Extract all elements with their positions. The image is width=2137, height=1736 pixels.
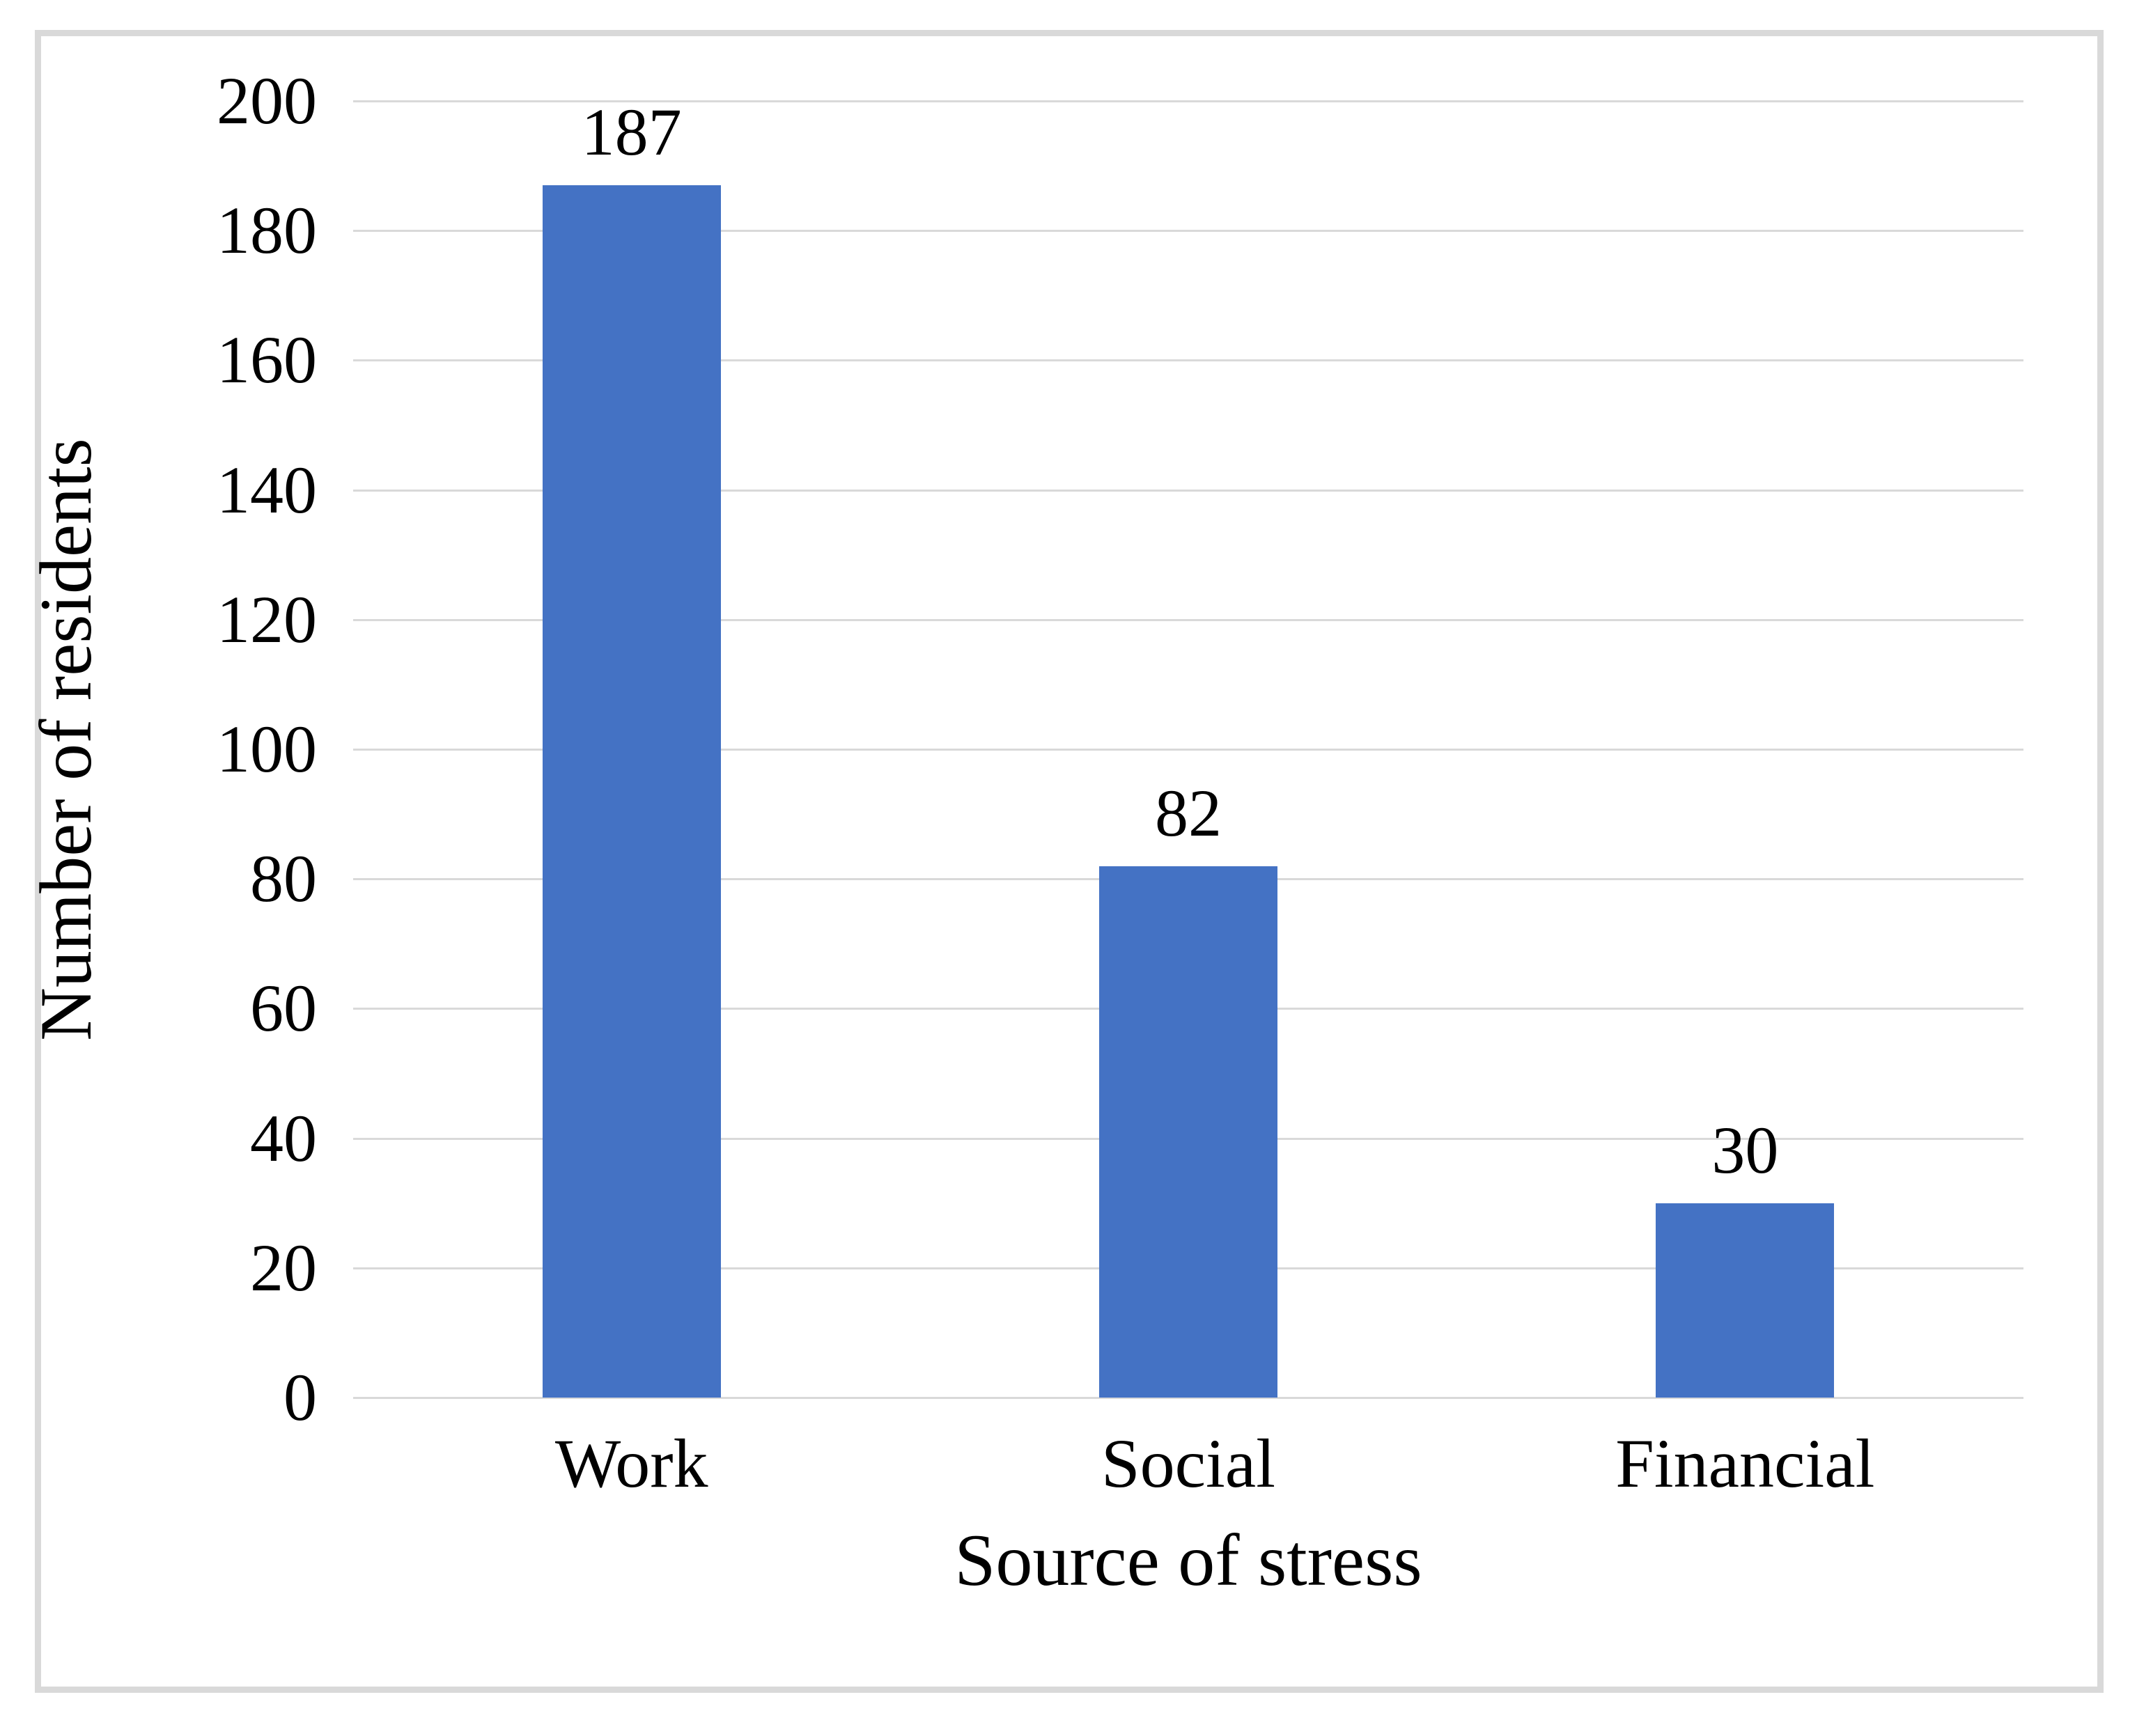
- chart-border-frame: [35, 30, 2104, 1693]
- gridline: [353, 359, 2023, 362]
- x-axis-title: Source of stress: [954, 1519, 1422, 1601]
- y-tick-label: 40: [250, 1100, 317, 1175]
- gridline: [353, 230, 2023, 233]
- gridline: [353, 1397, 2023, 1399]
- y-tick-label: 180: [217, 193, 317, 268]
- x-tick-label-work: Work: [554, 1425, 708, 1502]
- bar-work: [543, 185, 721, 1398]
- y-tick-label: 140: [217, 452, 317, 527]
- y-tick-label: 60: [250, 971, 317, 1046]
- y-tick-label: 120: [217, 581, 317, 657]
- y-tick-label: 20: [250, 1230, 317, 1305]
- gridline: [353, 749, 2023, 751]
- bar-value-label: 30: [1711, 1113, 1779, 1187]
- y-tick-label: 100: [217, 712, 317, 786]
- gridline: [353, 489, 2023, 492]
- bar-social: [1099, 866, 1277, 1398]
- bar-value-label: 187: [581, 95, 682, 169]
- bar-value-label: 82: [1155, 776, 1222, 850]
- y-tick-label: 80: [250, 841, 317, 916]
- y-tick-label: 0: [283, 1360, 317, 1434]
- y-tick-label: 160: [217, 322, 317, 398]
- x-tick-label-financial: Financial: [1615, 1425, 1875, 1502]
- bar-financial: [1656, 1203, 1834, 1398]
- gridline: [353, 100, 2023, 102]
- plot-area: 187 82 30: [353, 95, 2023, 1399]
- x-tick-label-social: Social: [1101, 1425, 1275, 1502]
- gridline: [353, 618, 2023, 621]
- y-tick-label: 200: [217, 63, 317, 138]
